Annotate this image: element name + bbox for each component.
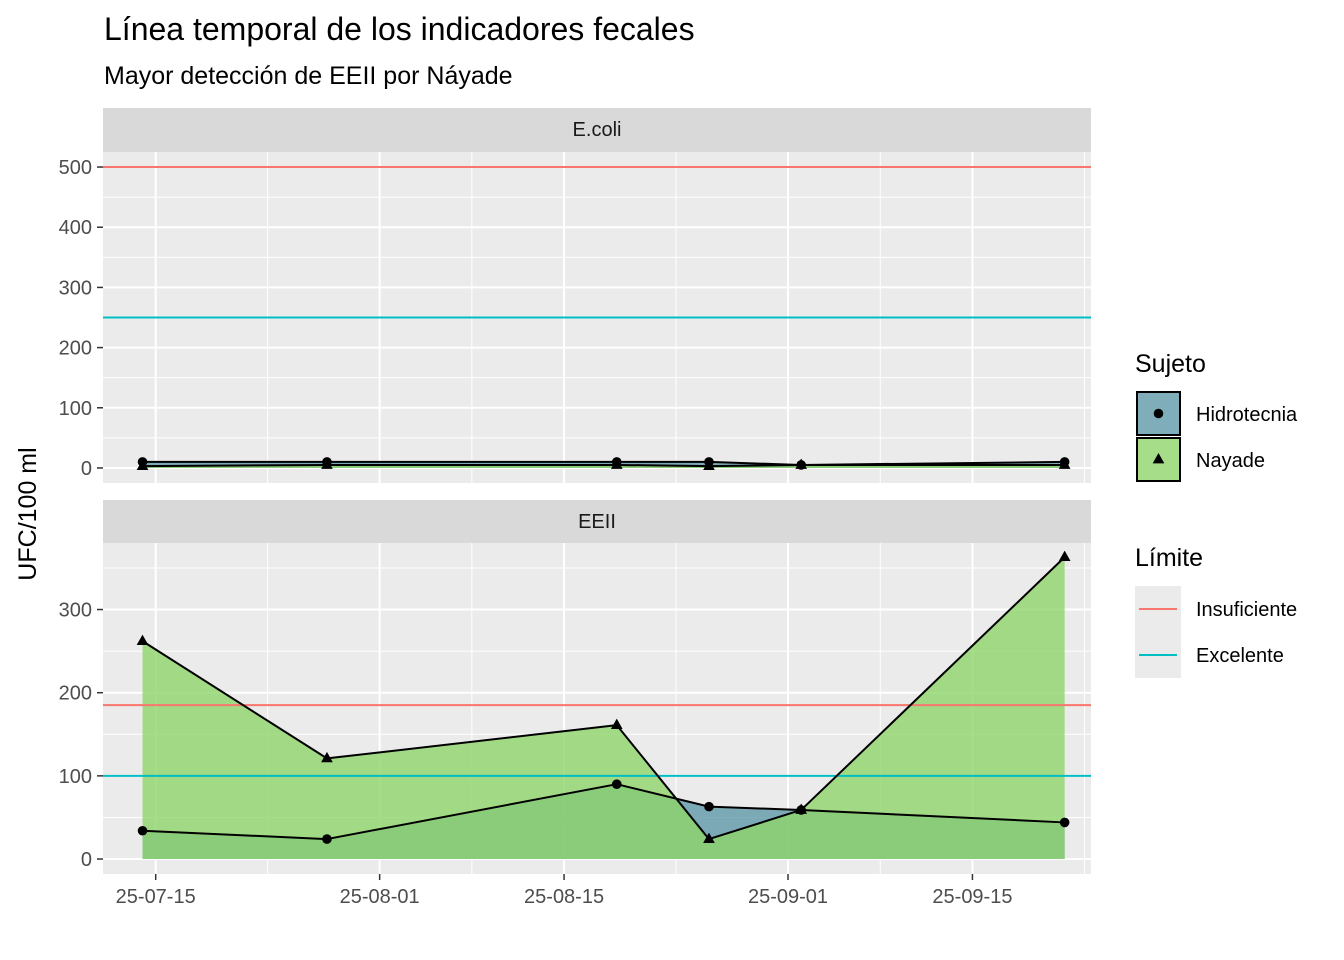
point-hidrotecnia bbox=[1059, 817, 1070, 828]
point-nayade bbox=[795, 458, 808, 469]
series-line-nayade bbox=[141, 556, 1066, 841]
panel-eeii: EEII 0 100 200 300 bbox=[59, 500, 1091, 874]
facet-label: EEII bbox=[578, 511, 616, 533]
point-hidrotecnia bbox=[611, 779, 622, 789]
point-nayade bbox=[610, 718, 623, 730]
point-nayade bbox=[321, 458, 333, 469]
x-tick-label: 25-09-01 bbox=[748, 886, 828, 908]
legend-limite-items: Insuficiente Excelente bbox=[1135, 586, 1297, 678]
series-line-hidrotecnia bbox=[142, 783, 1065, 841]
point-nayade bbox=[1058, 550, 1071, 562]
y-tick-label: 300 bbox=[59, 277, 92, 299]
y-tick-label: 0 bbox=[81, 849, 92, 871]
chart-subtitle: Mayor detección de EEII por Náyade bbox=[104, 62, 513, 90]
legend-title-limite: Límite bbox=[1135, 544, 1203, 572]
y-tick-label: 100 bbox=[59, 398, 92, 420]
y-tick-label: 200 bbox=[59, 338, 92, 360]
point-nayade bbox=[136, 459, 149, 471]
legend-marker-circle bbox=[1153, 408, 1164, 419]
point-hidrotecnia bbox=[704, 801, 714, 812]
legend-label: Insuficiente bbox=[1196, 599, 1297, 621]
point-nayade bbox=[610, 458, 623, 469]
y-tick-label: 100 bbox=[59, 766, 92, 788]
y-tick-label: 500 bbox=[59, 157, 92, 179]
facet-strip bbox=[103, 500, 1091, 543]
panel-e-coli: E.coli 0 100 200 300 400 500 bbox=[59, 108, 1091, 483]
chart-title: Línea temporal de los indicadores fecale… bbox=[104, 11, 695, 47]
legend-item-hidrotecnia: Hidrotecnia bbox=[1136, 391, 1298, 436]
point-nayade bbox=[795, 803, 808, 814]
legend-item-excelente: Excelente bbox=[1135, 632, 1284, 678]
legend: Sujeto Hidrotecnia Nayade Límite Insufici… bbox=[1135, 350, 1298, 678]
legend-title-sujeto: Sujeto bbox=[1135, 350, 1206, 378]
point-hidrotecnia bbox=[322, 834, 332, 844]
x-tick-label: 25-09-15 bbox=[932, 886, 1012, 908]
x-tick-label: 25-08-01 bbox=[340, 886, 420, 908]
series-line-nayade bbox=[142, 463, 1065, 468]
x-axis: 25-07-15 25-08-01 25-08-15 25-09-01 25-09-15 bbox=[116, 874, 1012, 908]
x-tick-label: 25-08-15 bbox=[524, 886, 604, 908]
legend-sujeto-items: Hidrotecnia Nayade bbox=[1136, 391, 1298, 482]
point-nayade bbox=[1058, 458, 1071, 469]
point-nayade bbox=[703, 832, 715, 843]
legend-label: Nayade bbox=[1196, 450, 1265, 472]
y-tick-label: 400 bbox=[59, 217, 92, 239]
panels: E.coli 0 100 200 300 400 500 EEII 0 100 200 300 bbox=[59, 108, 1091, 874]
facet-strip bbox=[103, 108, 1091, 152]
point-nayade bbox=[321, 751, 333, 763]
point-nayade bbox=[136, 634, 149, 646]
legend-label: Excelente bbox=[1196, 645, 1284, 667]
point-nayade bbox=[703, 459, 715, 471]
x-tick-label: 25-07-15 bbox=[116, 886, 196, 908]
legend-item-insuficiente: Insuficiente bbox=[1135, 586, 1297, 632]
y-tick-label: 300 bbox=[59, 600, 92, 622]
legend-label: Hidrotecnia bbox=[1196, 404, 1298, 426]
legend-item-nayade: Nayade bbox=[1136, 437, 1265, 482]
point-hidrotecnia bbox=[137, 825, 148, 836]
legend-marker-triangle bbox=[1152, 453, 1165, 464]
y-tick-label: 0 bbox=[81, 458, 92, 480]
y-axis-title: UFC/100 ml bbox=[14, 447, 42, 580]
facet-label: E.coli bbox=[573, 119, 622, 141]
area-nayade bbox=[142, 557, 1065, 860]
y-tick-label: 200 bbox=[59, 683, 92, 705]
